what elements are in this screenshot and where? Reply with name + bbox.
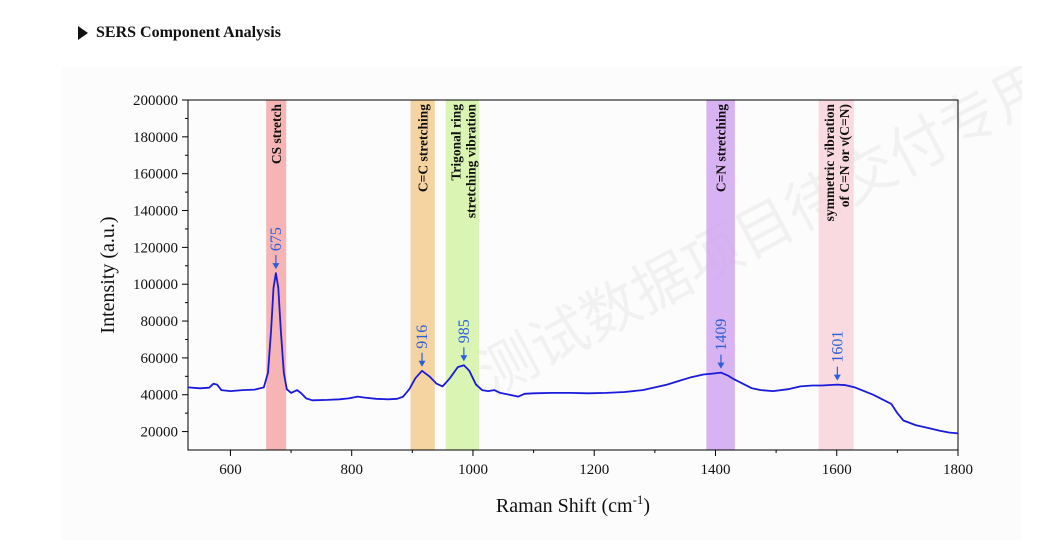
- band-symmetric-vibration: [818, 100, 854, 450]
- y-tick-label: 60000: [141, 351, 179, 367]
- x-tick-label: 1400: [700, 462, 730, 478]
- y-tick-label: 80000: [141, 314, 179, 330]
- play-triangle-icon: [78, 26, 88, 40]
- x-axis-label: Raman Shift (cm-1): [496, 492, 650, 517]
- peak-arrow-head: [833, 374, 841, 381]
- plot-frame: [187, 99, 959, 451]
- y-tick-label: 200000: [133, 93, 178, 109]
- peak-arrow-head: [460, 355, 468, 362]
- y-tick-label: 20000: [141, 425, 179, 441]
- band-label: CS stretch: [269, 104, 284, 165]
- section-title: SERS Component Analysis: [96, 24, 281, 41]
- band-label: symmetric vibration: [822, 104, 837, 222]
- peaks-layer: 675 916 985 1409 1601: [268, 227, 846, 381]
- x-tick-label: 1800: [943, 462, 973, 478]
- x-tick-label: 600: [219, 462, 242, 478]
- band-cn-stretching: [706, 100, 735, 450]
- y-tick-label: 140000: [133, 204, 178, 220]
- peak-arrow-head: [717, 362, 725, 369]
- band-label: C=C stretching: [416, 104, 431, 192]
- raman-spectrum-chart: 测试数据项目待交付专用切勿外传 20000 40000 60000 80000 1000…: [97, 66, 1022, 517]
- y-tick-label: 40000: [141, 388, 179, 404]
- x-tick-label: 1000: [458, 462, 488, 478]
- line-layer: [187, 272, 959, 435]
- axes-layer: 20000 40000 60000 80000 100000 120000 140000 16…: [97, 93, 973, 517]
- peak-label: 985: [456, 319, 473, 343]
- section-header: SERS Component Analysis: [78, 24, 281, 42]
- band-label: stretching vibration: [463, 104, 478, 219]
- y-tick-label: 160000: [133, 167, 178, 183]
- band-labels-layer: CS stretch C=C stretching Trigonal ring str…: [269, 104, 852, 222]
- watermark-text: 测试数据项目待交付专用切勿外传: [467, 66, 1022, 408]
- peak-arrow-head: [272, 263, 280, 270]
- x-tick-label: 800: [340, 462, 363, 478]
- bands-layer: [266, 100, 854, 450]
- peak-label: 1601: [829, 331, 846, 363]
- y-tick-label: 120000: [133, 240, 178, 256]
- peak-label: 1409: [713, 319, 730, 351]
- peak-arrow-head: [418, 360, 426, 367]
- watermark-layer: 测试数据项目待交付专用切勿外传: [467, 66, 1022, 408]
- y-tick-label: 100000: [133, 277, 178, 293]
- band-label: C=N stretching: [714, 104, 729, 192]
- y-tick-label: 180000: [133, 130, 178, 146]
- x-tick-label: 1600: [822, 462, 852, 478]
- x-tick-label: 1200: [579, 462, 609, 478]
- band-trigonal-ring: [445, 100, 480, 450]
- peak-label: 675: [268, 227, 285, 251]
- band-label: Trigonal ring: [448, 104, 463, 181]
- y-axis-label: Intensity (a.u.): [97, 216, 119, 333]
- spectrum-line: [187, 272, 959, 435]
- peak-label: 916: [414, 325, 431, 349]
- band-label: of C=N or ν(C=N): [837, 104, 852, 207]
- chart-area: 测试数据项目待交付专用切勿外传 20000 40000 60000 80000 1000…: [62, 66, 1022, 540]
- band-cc-stretching: [410, 100, 435, 450]
